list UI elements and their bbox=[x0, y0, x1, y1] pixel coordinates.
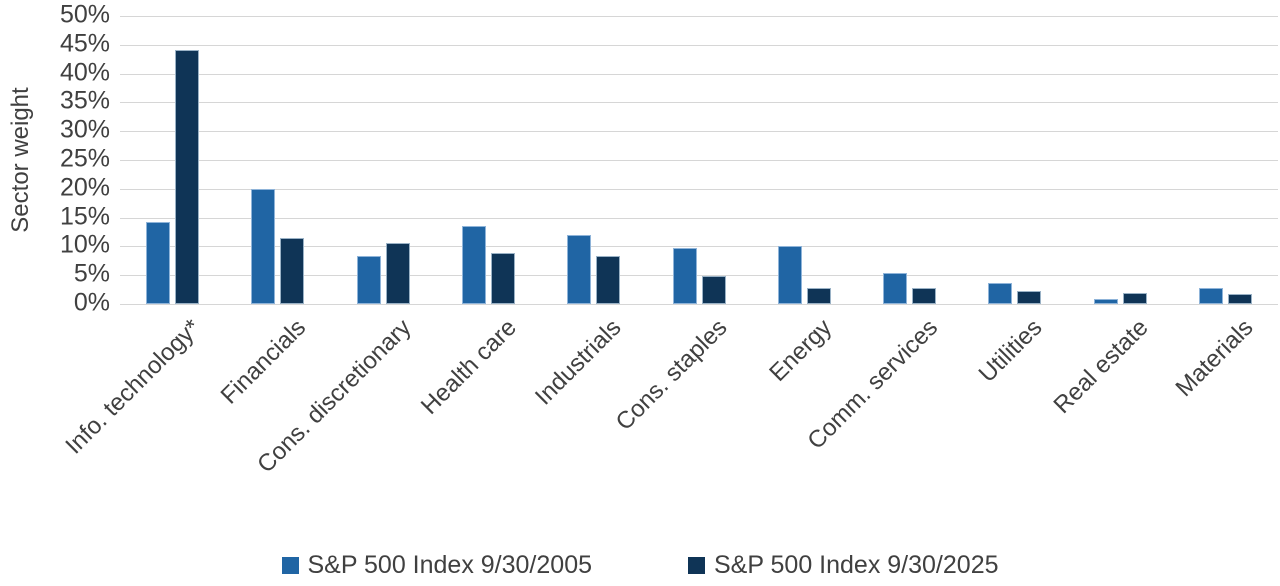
legend-label-2005: S&P 500 Index 9/30/2005 bbox=[307, 551, 593, 579]
bar-2025-financials bbox=[280, 237, 305, 304]
x-label-financials: Financials bbox=[215, 314, 312, 410]
x-label-info-technology: Info. technology* bbox=[60, 314, 206, 460]
x-label-industrials: Industrials bbox=[530, 314, 627, 411]
y-tick-15pct: 15% bbox=[59, 201, 110, 230]
bar-2025-info-technology bbox=[175, 49, 200, 304]
bar-2005-utilities bbox=[988, 283, 1013, 304]
bar-2025-utilities bbox=[1017, 290, 1042, 304]
y-tick-30pct: 30% bbox=[59, 115, 110, 144]
x-label-materials: Materials bbox=[1170, 314, 1259, 402]
y-tick-45pct: 45% bbox=[59, 29, 110, 58]
gridline-40pct bbox=[120, 73, 1278, 75]
y-tick-40pct: 40% bbox=[59, 57, 110, 86]
bar-2005-real-estate bbox=[1093, 298, 1118, 304]
y-axis-title: Sector weight bbox=[7, 87, 34, 233]
bar-2025-materials bbox=[1227, 293, 1252, 304]
bar-2005-financials bbox=[251, 188, 276, 304]
legend-swatch-2005 bbox=[281, 557, 299, 574]
bar-2025-health-care bbox=[490, 252, 515, 304]
bar-2025-industrials bbox=[596, 255, 621, 304]
bar-2025-cons-staples bbox=[701, 275, 726, 304]
bar-2005-cons-staples bbox=[672, 248, 697, 304]
gridline-35pct bbox=[120, 102, 1278, 104]
x-label-cons-staples: Cons. staples bbox=[610, 314, 733, 436]
gridline-30pct bbox=[120, 131, 1278, 133]
x-label-utilities: Utilities bbox=[974, 314, 1048, 388]
gridline-20pct bbox=[120, 188, 1278, 190]
gridline-5pct bbox=[120, 275, 1278, 277]
bar-2025-real-estate bbox=[1122, 293, 1147, 304]
bar-2005-energy bbox=[777, 246, 802, 304]
legend-label-2025: S&P 500 Index 9/30/2025 bbox=[714, 551, 999, 579]
x-label-health-care: Health care bbox=[415, 314, 522, 420]
y-tick-10pct: 10% bbox=[59, 230, 110, 259]
bar-2025-cons-discretionary bbox=[385, 242, 410, 304]
legend-item-2025: S&P 500 Index 9/30/2025 bbox=[688, 551, 999, 580]
legend: S&P 500 Index 9/30/2005 S&P 500 Index 9/… bbox=[0, 551, 1280, 580]
y-tick-0pct: 0% bbox=[73, 288, 110, 317]
y-tick-25pct: 25% bbox=[59, 144, 110, 173]
legend-item-2005: S&P 500 Index 9/30/2005 bbox=[281, 551, 593, 580]
bar-2025-comm-services bbox=[912, 287, 937, 304]
bar-2005-materials bbox=[1198, 287, 1223, 304]
bar-2005-industrials bbox=[567, 235, 592, 304]
gridline-0pct bbox=[120, 304, 1278, 305]
x-label-real-estate: Real estate bbox=[1048, 314, 1154, 419]
y-tick-50pct: 50% bbox=[59, 0, 110, 29]
gridline-50pct bbox=[120, 16, 1278, 17]
bar-2005-info-technology bbox=[146, 221, 171, 304]
gridline-45pct bbox=[120, 44, 1278, 46]
bar-2005-cons-discretionary bbox=[356, 256, 381, 304]
y-tick-35pct: 35% bbox=[59, 86, 110, 115]
bar-2005-comm-services bbox=[883, 273, 908, 304]
gridline-10pct bbox=[120, 246, 1278, 248]
gridline-25pct bbox=[120, 160, 1278, 161]
gridline-15pct bbox=[120, 217, 1278, 219]
bar-2005-health-care bbox=[461, 225, 486, 304]
bar-2025-energy bbox=[806, 287, 831, 304]
y-tick-20pct: 20% bbox=[59, 173, 110, 202]
x-label-energy: Energy bbox=[764, 314, 838, 387]
legend-swatch-2025 bbox=[688, 557, 705, 574]
y-tick-5pct: 5% bbox=[73, 259, 110, 288]
